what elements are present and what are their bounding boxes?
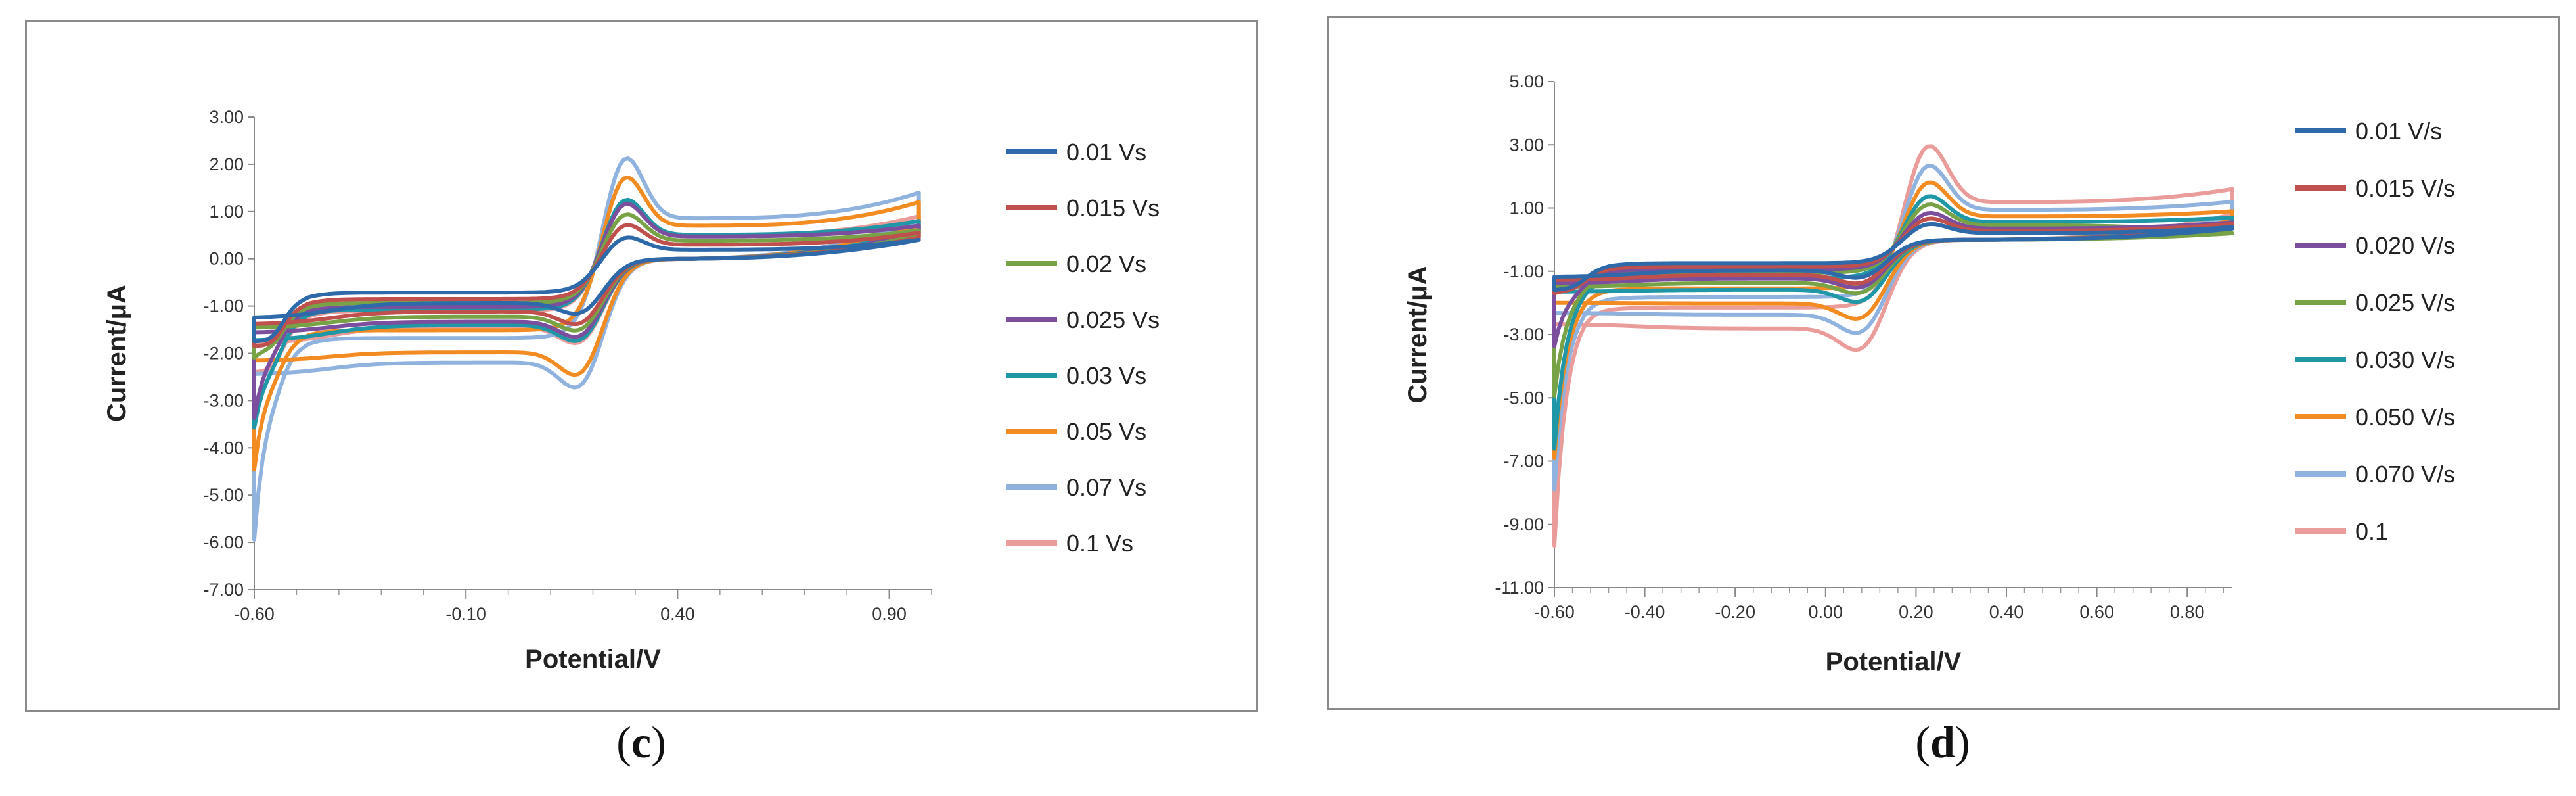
legend-label: 0.05 Vs — [1066, 418, 1146, 445]
y-tick-label: -7.00 — [1503, 452, 1544, 471]
x-tick-label: 0.90 — [872, 604, 907, 624]
y-tick-label: -2.00 — [203, 344, 244, 363]
legend-label: 0.07 Vs — [1066, 474, 1146, 501]
x-tick-label: 0.20 — [1899, 602, 1933, 622]
x-tick-label: 0.40 — [660, 604, 695, 624]
series-group — [252, 156, 921, 542]
legend-label: 0.01 V/s — [2355, 118, 2442, 145]
legend-label: 0.1 Vs — [1066, 530, 1133, 557]
x-tick-label: -0.60 — [1534, 602, 1575, 622]
caption-c-letter: c — [631, 717, 652, 767]
x-tick-label: -0.10 — [445, 604, 486, 624]
legend-label: 0.030 V/s — [2355, 346, 2455, 373]
y-tick-label: -5.00 — [1503, 388, 1544, 408]
legend-label: 0.015 V/s — [2355, 175, 2455, 202]
legend-label: 0.050 V/s — [2355, 404, 2455, 431]
chart-c-svg: 3.00 2.00 1.00 0.00 -1.00 -2.00 -3.00 -4.00 -5.0… — [102, 107, 1160, 674]
legend-label: 0.02 Vs — [1066, 250, 1146, 277]
y-tick-label: -3.00 — [203, 390, 244, 410]
x-tick-label: 0.00 — [1809, 602, 1843, 622]
x-axis-title: Potential/V — [525, 645, 661, 674]
y-tick-label: -1.00 — [203, 296, 244, 316]
legend-label: 0.025 V/s — [2355, 289, 2455, 316]
x-tick-label: 0.40 — [1989, 602, 2024, 622]
y-tick-label: -9.00 — [1503, 515, 1544, 534]
legend-label: 0.01 Vs — [1066, 139, 1146, 166]
y-tick-label: -5.00 — [203, 485, 244, 505]
series-line-0-025-v-s — [1552, 202, 2234, 398]
series-line-0-01-v-s — [1552, 222, 2234, 293]
legend-label: 0.025 Vs — [1066, 306, 1160, 333]
x-axis-title: Potential/V — [1826, 647, 1962, 676]
legend-label: 0.020 V/s — [2355, 232, 2455, 259]
y-tick-label: 1.00 — [209, 202, 244, 222]
y-tick-label: -1.00 — [1503, 262, 1544, 281]
series-line-0-1 — [1552, 144, 2234, 548]
y-axis-title: Current/μA — [1403, 266, 1432, 404]
caption-d: (d) — [1915, 717, 1970, 767]
y-tick-label: -4.00 — [203, 438, 244, 457]
series-line-0-015-vs — [252, 223, 921, 348]
x-tick-label: -0.20 — [1715, 602, 1755, 622]
y-tick-label: 3.00 — [209, 107, 244, 127]
caption-d-letter: d — [1930, 717, 1955, 767]
legend-label: 0.015 Vs — [1066, 195, 1160, 222]
y-tick-label: 3.00 — [1509, 135, 1544, 154]
y-tick-label: 0.00 — [209, 249, 244, 269]
series-line-0-01-vs — [252, 235, 921, 344]
y-tick-label: 2.00 — [209, 154, 244, 174]
legend-label: 0.070 V/s — [2355, 461, 2455, 488]
x-tick-label: -0.40 — [1625, 602, 1665, 622]
y-tick-label: -6.00 — [203, 532, 244, 552]
x-tick-label: 0.60 — [2079, 602, 2114, 622]
y-axis-title: Current/μA — [102, 285, 131, 422]
y-tick-label: -11.00 — [1495, 578, 1544, 597]
legend-label: 0.03 Vs — [1066, 362, 1146, 389]
y-tick-label: 1.00 — [1509, 199, 1544, 218]
chart-d-svg: 5.00 3.00 1.00 -1.00 -3.00 -5.00 -7.00 -9.00 -11… — [1403, 72, 2455, 676]
chart-panel-c: 3.00 2.00 1.00 0.00 -1.00 -2.00 -3.00 -4.00 -5.0… — [25, 20, 1258, 712]
x-tick-label: -0.60 — [234, 604, 275, 624]
caption-c: (c) — [616, 717, 666, 767]
series-line-0-050-v-s — [1552, 180, 2234, 461]
series-line-0-07-vs — [252, 156, 921, 542]
y-tick-label: -3.00 — [1503, 325, 1544, 344]
series-group — [1552, 144, 2234, 548]
x-tick-label: 0.80 — [2170, 602, 2205, 622]
legend-label: 0.1 — [2355, 518, 2388, 545]
y-tick-label: 5.00 — [1509, 72, 1544, 91]
chart-panel-d: 5.00 3.00 1.00 -1.00 -3.00 -5.00 -7.00 -9.00 -11… — [1327, 16, 2560, 710]
y-tick-label: -7.00 — [203, 580, 244, 599]
